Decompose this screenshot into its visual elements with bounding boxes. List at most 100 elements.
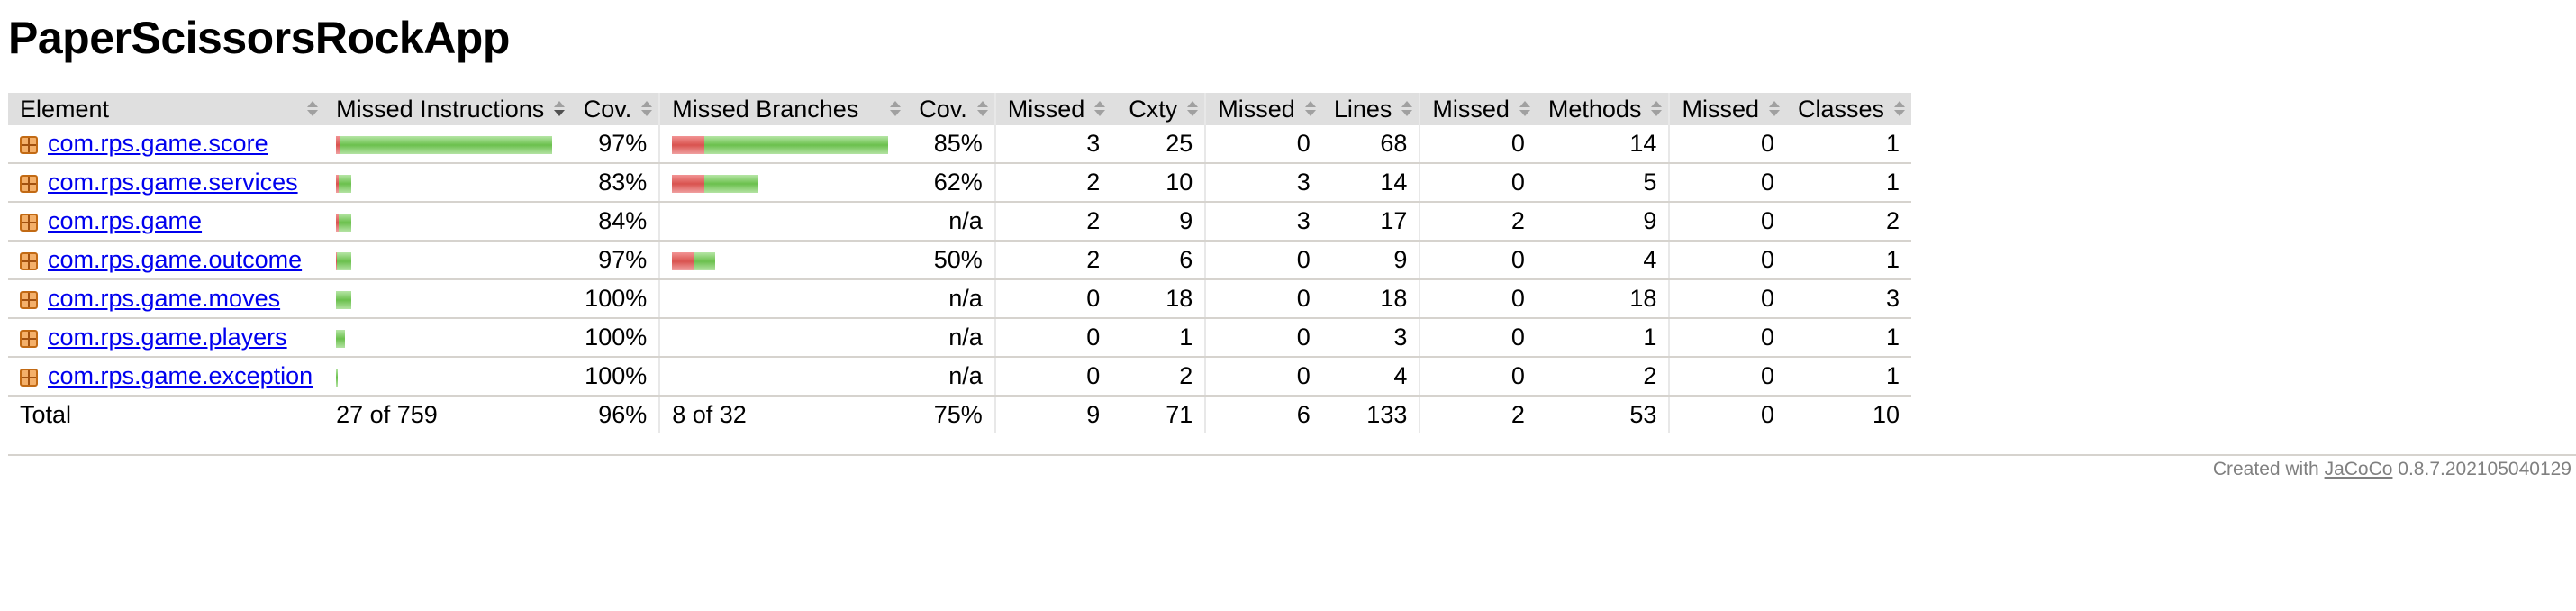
column-header-methods[interactable]: Methods [1536, 93, 1671, 125]
lines: 18 [1321, 279, 1421, 319]
covered-bar-segment [704, 174, 759, 193]
covered-bar-segment [694, 251, 716, 270]
column-header-element[interactable]: Element [8, 93, 324, 125]
instructions-coverage-bar [336, 135, 553, 154]
table-row: com.rps.game.moves 100% n/a 0 18 0 18 0 18 0 3 [8, 279, 1912, 319]
missed-classes: 0 [1669, 279, 1786, 319]
instructions-coverage: 100% [571, 357, 661, 397]
footer: Created with JaCoCo 0.8.7.202105040129 [2213, 459, 2571, 480]
package-link[interactable]: com.rps.game.services [48, 169, 298, 196]
missed-classes: 0 [1669, 318, 1786, 358]
complexity: 2 [1111, 357, 1207, 397]
instructions-coverage: 97% [571, 241, 661, 280]
covered-bar-segment [337, 251, 352, 270]
branches-coverage: 50% [907, 241, 996, 280]
package-link[interactable]: com.rps.game.players [48, 324, 287, 351]
complexity: 9 [1111, 202, 1207, 242]
covered-bar-segment [336, 368, 339, 387]
covered-bar-segment [336, 290, 352, 309]
lines: 14 [1321, 163, 1421, 203]
missed-instructions-bar-cell [324, 241, 572, 280]
instructions-coverage-bar [336, 213, 352, 232]
package-icon [20, 252, 38, 270]
missed-instructions-bar-cell [324, 202, 572, 242]
package-icon [20, 330, 38, 348]
missed-methods: 0 [1420, 241, 1537, 280]
column-header-missed-classes[interactable]: Missed [1669, 93, 1786, 125]
missed-classes: 0 [1669, 125, 1786, 164]
package-link[interactable]: com.rps.game [48, 207, 203, 234]
missed-lines: 0 [1205, 318, 1322, 358]
table-row: com.rps.game 84% n/a 2 9 3 17 2 9 0 2 [8, 202, 1912, 242]
missed-lines: 0 [1205, 279, 1322, 319]
element-cell: com.rps.game.score [8, 125, 325, 164]
lines: 17 [1321, 202, 1421, 242]
column-header-missed-branches[interactable]: Missed Branches [659, 93, 907, 125]
total-branches-coverage: 75% [907, 396, 996, 433]
package-icon [20, 369, 38, 387]
missed-lines: 3 [1205, 202, 1322, 242]
instructions-coverage-bar [336, 251, 352, 270]
covered-bar-segment [339, 213, 352, 232]
missed-bar-segment [336, 174, 340, 193]
instructions-coverage-bar [336, 174, 352, 193]
branches-coverage-bar [672, 135, 889, 154]
complexity: 1 [1111, 318, 1207, 358]
column-header-missed-instructions[interactable]: Missed Instructions [324, 93, 571, 125]
package-link[interactable]: com.rps.game.outcome [48, 246, 303, 273]
branches-coverage-bar [672, 251, 716, 270]
column-header-missed-lines[interactable]: Missed [1205, 93, 1322, 125]
total-instructions-coverage: 96% [571, 396, 661, 433]
missed-bar-segment [672, 251, 694, 270]
branches-coverage-bar [672, 174, 759, 193]
total-lines: 133 [1321, 396, 1421, 433]
missed-methods: 2 [1420, 202, 1537, 242]
package-link[interactable]: com.rps.game.moves [48, 285, 281, 312]
classes: 2 [1785, 202, 1912, 242]
sort-desc-icon [553, 100, 566, 118]
total-missed-lines: 6 [1296, 401, 1311, 428]
sort-icon [640, 100, 653, 118]
missed-complexity: 2 [994, 241, 1112, 280]
missed-instructions-bar-cell [324, 163, 572, 203]
package-icon [20, 136, 38, 154]
column-header-lines[interactable]: Lines [1321, 93, 1421, 125]
column-header-missed-complexity[interactable]: Missed [995, 93, 1112, 125]
column-header-missed-methods[interactable]: Missed [1420, 93, 1537, 125]
missed-methods: 0 [1420, 279, 1537, 319]
element-cell: com.rps.game.moves [8, 279, 325, 319]
footer-prefix: Created with [2212, 459, 2319, 479]
coverage-table: Element Missed Instructions Cov. Missed … [8, 93, 1912, 433]
column-header-instructions-coverage[interactable]: Cov. [571, 93, 661, 125]
missed-classes: 0 [1669, 202, 1786, 242]
missed-classes: 0 [1669, 357, 1786, 397]
package-icon [20, 214, 38, 232]
classes: 1 [1785, 125, 1912, 164]
sort-icon [1519, 100, 1531, 118]
classes: 1 [1785, 241, 1912, 280]
instructions-coverage: 100% [571, 279, 661, 319]
column-header-classes[interactable]: Classes [1786, 93, 1911, 125]
column-header-complexity[interactable]: Cxty [1111, 93, 1207, 125]
sort-icon [1650, 100, 1663, 118]
total-missed-branches: 8 of 32 [672, 401, 747, 428]
covered-bar-segment [336, 329, 346, 348]
column-header-branches-coverage[interactable]: Cov. [907, 93, 996, 125]
sort-icon [306, 100, 319, 118]
missed-complexity: 0 [994, 318, 1112, 358]
package-link[interactable]: com.rps.game.score [48, 130, 268, 157]
missed-bar-segment [672, 135, 705, 154]
element-cell: com.rps.game.players [8, 318, 325, 358]
missed-complexity: 2 [994, 202, 1112, 242]
complexity: 10 [1111, 163, 1207, 203]
missed-instructions-bar-cell [324, 357, 572, 397]
total-label: Total [20, 401, 72, 428]
branches-coverage: 85% [907, 125, 996, 164]
page-title: PaperScissorsRockApp [8, 13, 510, 63]
table-row: com.rps.game.score 97% 85% 3 25 0 68 0 14 0 1 [8, 125, 1912, 164]
jacoco-link[interactable]: JaCoCo [2324, 459, 2393, 479]
missed-lines: 3 [1205, 163, 1322, 203]
branches-coverage: 62% [907, 163, 996, 203]
missed-complexity: 0 [994, 279, 1112, 319]
package-link[interactable]: com.rps.game.exception [48, 362, 313, 389]
